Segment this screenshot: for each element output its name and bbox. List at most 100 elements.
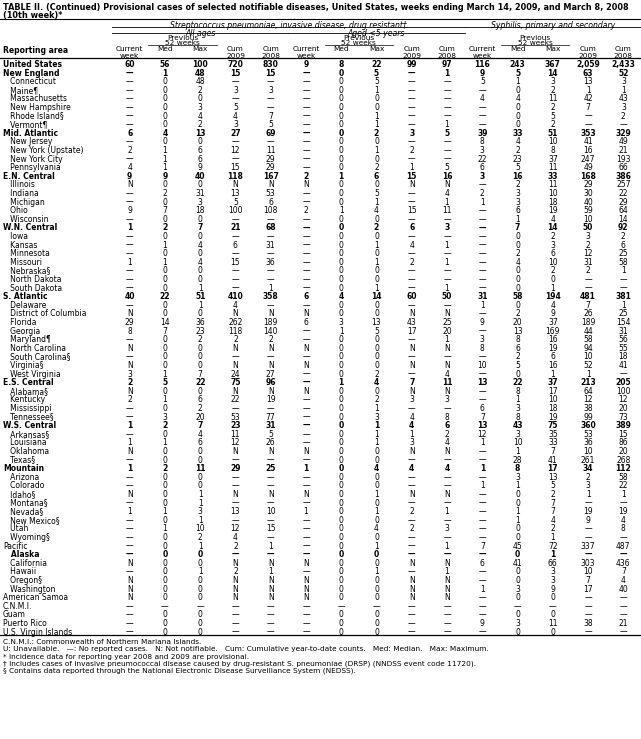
- Text: 1: 1: [551, 533, 555, 542]
- Text: —: —: [408, 232, 415, 241]
- Text: 16: 16: [512, 171, 523, 181]
- Text: 0: 0: [339, 568, 344, 576]
- Text: 367: 367: [545, 60, 561, 69]
- Text: —: —: [443, 249, 451, 258]
- Text: 52 weeks: 52 weeks: [165, 40, 200, 46]
- Text: Med: Med: [333, 46, 349, 52]
- Text: —: —: [126, 266, 133, 276]
- Text: —: —: [443, 533, 451, 542]
- Text: 0: 0: [374, 266, 379, 276]
- Text: 2: 2: [162, 421, 167, 430]
- Text: 20: 20: [196, 412, 205, 422]
- Text: 26: 26: [266, 438, 276, 447]
- Text: 2: 2: [515, 180, 520, 189]
- Text: —: —: [302, 232, 310, 241]
- Text: —: —: [302, 146, 310, 155]
- Text: 1: 1: [163, 507, 167, 517]
- Text: 7: 7: [197, 223, 203, 232]
- Text: 1: 1: [163, 146, 167, 155]
- Text: Max: Max: [192, 46, 208, 52]
- Text: 11: 11: [195, 464, 205, 473]
- Text: 18: 18: [196, 206, 205, 215]
- Text: —: —: [478, 232, 486, 241]
- Text: 51: 51: [195, 292, 205, 302]
- Text: 11: 11: [548, 180, 558, 189]
- Text: 9: 9: [551, 310, 555, 319]
- Text: 487: 487: [616, 542, 631, 551]
- Text: —: —: [513, 602, 521, 611]
- Text: 0: 0: [197, 481, 203, 491]
- Text: 10: 10: [196, 525, 205, 534]
- Text: 35: 35: [548, 430, 558, 439]
- Text: 169: 169: [545, 327, 560, 336]
- Text: 2: 2: [198, 336, 203, 344]
- Text: 2: 2: [233, 336, 238, 344]
- Text: 0: 0: [339, 189, 344, 198]
- Text: N: N: [409, 344, 415, 353]
- Text: N: N: [233, 585, 238, 593]
- Text: 2: 2: [410, 258, 414, 267]
- Text: 3: 3: [410, 438, 414, 447]
- Text: —: —: [478, 180, 486, 189]
- Text: 0: 0: [339, 137, 344, 146]
- Text: 0: 0: [515, 284, 520, 293]
- Text: 29: 29: [583, 180, 593, 189]
- Text: N: N: [409, 361, 415, 370]
- Text: Previous: Previous: [344, 35, 374, 41]
- Text: Colorado: Colorado: [3, 481, 44, 491]
- Text: —: —: [620, 593, 627, 602]
- Text: 1: 1: [198, 499, 203, 508]
- Text: 22: 22: [512, 378, 523, 387]
- Text: 2: 2: [410, 146, 414, 155]
- Text: 12: 12: [478, 430, 487, 439]
- Text: 0: 0: [515, 593, 520, 602]
- Text: 0: 0: [338, 464, 344, 473]
- Text: —: —: [126, 197, 133, 207]
- Text: 0: 0: [515, 120, 520, 129]
- Text: 0: 0: [374, 386, 379, 396]
- Text: Hawaii: Hawaii: [3, 568, 36, 576]
- Text: 31: 31: [583, 258, 593, 267]
- Text: 0: 0: [338, 69, 344, 78]
- Text: E.N. Central: E.N. Central: [3, 171, 54, 181]
- Text: 29: 29: [266, 154, 276, 163]
- Text: 0: 0: [339, 361, 344, 370]
- Text: —: —: [267, 275, 274, 284]
- Text: —: —: [585, 610, 592, 619]
- Text: 1: 1: [374, 146, 379, 155]
- Text: —: —: [585, 275, 592, 284]
- Text: Texas§: Texas§: [3, 456, 35, 465]
- Text: 5: 5: [233, 103, 238, 112]
- Text: 4: 4: [445, 370, 449, 378]
- Text: 10: 10: [583, 568, 593, 576]
- Text: 49: 49: [583, 163, 593, 172]
- Text: N: N: [303, 576, 309, 585]
- Text: 8: 8: [515, 412, 520, 422]
- Text: 1: 1: [198, 301, 203, 310]
- Text: 13: 13: [195, 129, 205, 137]
- Text: 337: 337: [581, 542, 595, 551]
- Text: 6: 6: [480, 404, 485, 413]
- Text: 18: 18: [548, 404, 558, 413]
- Text: N: N: [444, 559, 450, 568]
- Text: —: —: [302, 327, 310, 336]
- Text: 100: 100: [228, 206, 243, 215]
- Text: 0: 0: [162, 430, 167, 439]
- Text: N: N: [409, 559, 415, 568]
- Text: 96: 96: [265, 378, 276, 387]
- Text: 58: 58: [512, 292, 523, 302]
- Text: 0: 0: [197, 610, 203, 619]
- Text: —: —: [549, 602, 556, 611]
- Text: —: —: [231, 619, 239, 628]
- Text: 0: 0: [339, 533, 344, 542]
- Text: 63: 63: [583, 69, 594, 78]
- Text: 1: 1: [374, 112, 379, 120]
- Text: 12: 12: [583, 249, 593, 258]
- Text: 0: 0: [339, 438, 344, 447]
- Text: 0: 0: [551, 593, 555, 602]
- Text: —: —: [126, 619, 133, 628]
- Text: —: —: [302, 197, 310, 207]
- Text: 33: 33: [512, 129, 523, 137]
- Text: 2: 2: [551, 86, 555, 95]
- Text: Mid. Atlantic: Mid. Atlantic: [3, 129, 58, 137]
